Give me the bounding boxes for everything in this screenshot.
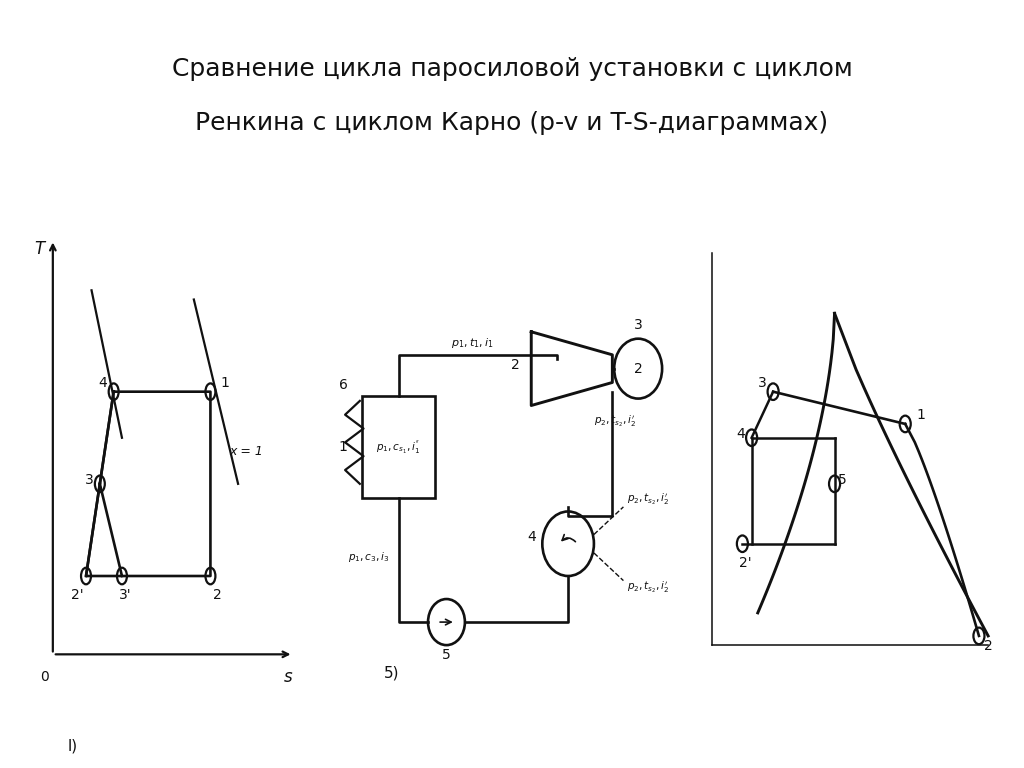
Text: $p_2,t_{s_2},i_2'$: $p_2,t_{s_2},i_2'$	[627, 492, 670, 508]
Text: $p_2,t_{s_2},i_2'$: $p_2,t_{s_2},i_2'$	[627, 579, 670, 595]
Text: 4: 4	[736, 427, 745, 441]
Text: $p_2,t_{s_2},i_2'$: $p_2,t_{s_2},i_2'$	[594, 413, 637, 429]
Text: 2: 2	[634, 362, 642, 376]
Text: s: s	[284, 668, 292, 687]
Text: 6: 6	[339, 379, 348, 392]
Text: 4: 4	[527, 531, 536, 545]
Text: 5: 5	[838, 473, 847, 487]
Text: Сравнение цикла паросиловой установки с циклом: Сравнение цикла паросиловой установки с …	[172, 57, 852, 81]
Bar	[361, 396, 435, 498]
Text: 3: 3	[634, 319, 642, 333]
Text: 0: 0	[40, 670, 49, 684]
Text: $p_1,c_3,i_3$: $p_1,c_3,i_3$	[348, 550, 390, 564]
Text: 1: 1	[220, 376, 229, 390]
Text: 5: 5	[442, 648, 451, 662]
Text: x = 1: x = 1	[229, 445, 263, 458]
Text: 2: 2	[213, 588, 222, 602]
Text: l): l)	[68, 739, 77, 754]
Text: 3: 3	[85, 473, 93, 487]
Text: $p_1,t_1,i_1$: $p_1,t_1,i_1$	[451, 336, 494, 349]
Text: 2: 2	[511, 358, 520, 372]
Text: 1: 1	[339, 440, 348, 454]
Text: $p_1,c_{s_1},i_1^{''}$: $p_1,c_{s_1},i_1^{''}$	[377, 439, 421, 455]
Text: 3': 3'	[119, 588, 132, 602]
Text: 2: 2	[983, 639, 992, 653]
Text: T: T	[34, 240, 44, 258]
Text: 3: 3	[758, 376, 767, 390]
Text: 4: 4	[98, 376, 108, 390]
Text: 1: 1	[915, 409, 925, 422]
Text: 2': 2'	[71, 588, 83, 602]
Text: Ренкина с циклом Карно (p-v и T-S-диаграммах): Ренкина с циклом Карно (p-v и T-S-диагра…	[196, 111, 828, 135]
Text: 2': 2'	[739, 556, 752, 570]
Text: 5): 5)	[383, 665, 399, 680]
